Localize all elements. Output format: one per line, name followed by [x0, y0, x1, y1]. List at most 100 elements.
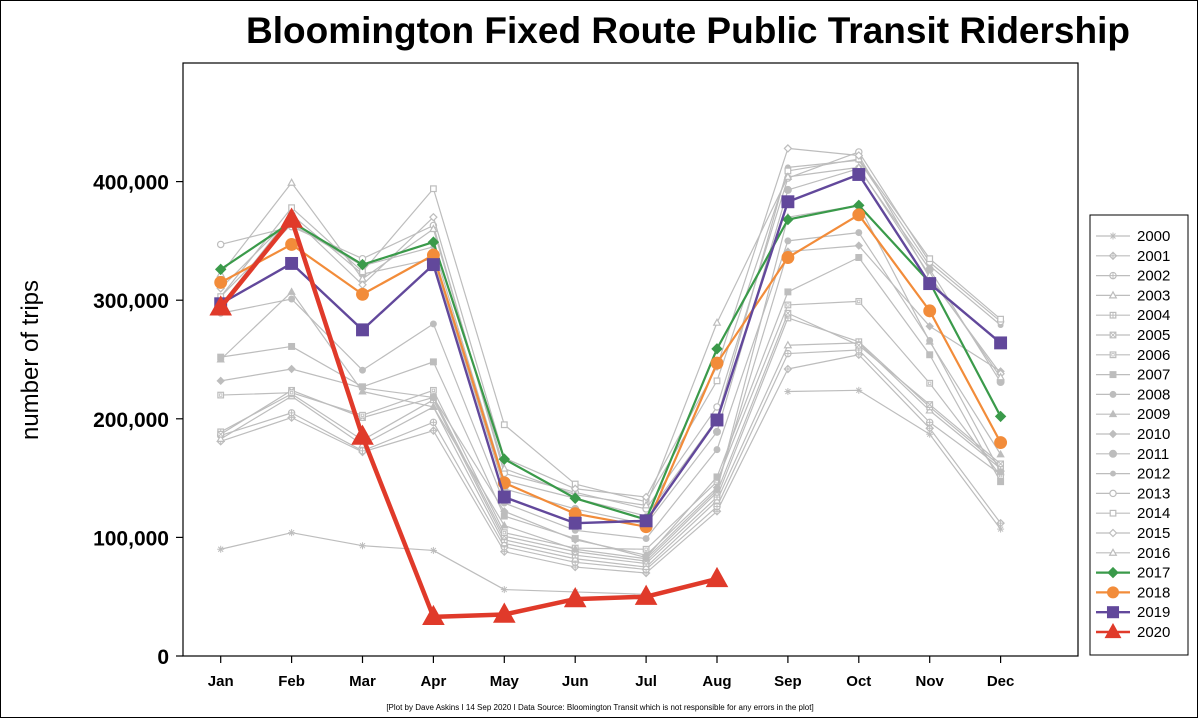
data-point: [923, 304, 937, 318]
data-point: [429, 402, 438, 410]
data-point: [784, 388, 792, 396]
chart-title: Bloomington Fixed Route Public Transit R…: [246, 10, 1130, 51]
x-tick-label: Jul: [635, 673, 657, 690]
legend-label: 2013: [1137, 485, 1170, 502]
series-line: [220, 300, 1002, 550]
data-point: [359, 366, 366, 374]
x-tick-label: Sep: [774, 673, 802, 690]
y-tick-label: 300,000: [93, 290, 169, 313]
data-point: [209, 295, 233, 316]
data-point: [499, 463, 509, 472]
legend-label: 2019: [1137, 604, 1170, 621]
legend-item: 2014: [1096, 505, 1170, 522]
data-point: [217, 391, 225, 399]
series-2001: [216, 350, 1005, 578]
data-point: [359, 411, 366, 419]
plot-border: [182, 62, 1079, 657]
data-point: [1106, 606, 1120, 619]
series-2020: [209, 207, 729, 626]
series-line: [220, 312, 1001, 562]
data-point: [852, 168, 866, 181]
data-point: [217, 545, 225, 553]
data-point: [1109, 311, 1117, 319]
y-axis-label: number of trips: [17, 280, 44, 440]
data-point: [712, 483, 722, 492]
data-point: [571, 558, 579, 567]
data-point: [287, 178, 296, 186]
data-point: [1108, 409, 1118, 418]
legend-item: 2013: [1096, 485, 1170, 502]
data-point: [500, 529, 508, 537]
data-point: [500, 521, 509, 529]
data-point: [855, 297, 863, 305]
legend-label: 2016: [1137, 545, 1170, 562]
data-point: [713, 427, 721, 436]
data-point: [710, 413, 724, 427]
data-point: [712, 318, 722, 326]
legend-label: 2008: [1137, 386, 1170, 403]
data-point: [429, 358, 437, 366]
data-point: [429, 418, 438, 427]
y-tick-label: 0: [157, 646, 169, 669]
data-point: [784, 349, 792, 358]
data-point: [926, 351, 934, 359]
data-point: [359, 542, 366, 550]
data-point: [351, 424, 374, 445]
data-point: [287, 364, 296, 374]
data-point: [356, 287, 369, 301]
data-point: [783, 340, 793, 349]
data-point: [855, 229, 863, 237]
series-line: [220, 166, 1002, 506]
data-point: [568, 516, 582, 530]
legend-item: 2016: [1096, 545, 1170, 562]
data-point: [997, 315, 1004, 323]
data-point: [1108, 429, 1118, 439]
data-point: [926, 255, 934, 263]
data-point: [1107, 566, 1119, 579]
data-point: [500, 586, 508, 594]
series-2010: [216, 241, 1005, 560]
legend-label: 2005: [1137, 327, 1170, 344]
data-point: [855, 254, 863, 261]
data-point: [1109, 449, 1117, 458]
legend-label: 2006: [1137, 347, 1170, 364]
data-point: [994, 410, 1007, 423]
data-point: [713, 502, 721, 511]
data-point: [784, 288, 792, 296]
data-point: [287, 287, 296, 295]
data-point: [784, 237, 792, 245]
x-tick-label: Jan: [208, 673, 234, 690]
series-line: [218, 217, 718, 620]
data-point: [356, 258, 369, 271]
series-line: [220, 231, 1002, 540]
axes: 0 100,000 200,000 300,000 400,000 Jan Feb Mar Ap…: [93, 62, 1079, 690]
data-point: [500, 421, 508, 429]
data-point: [641, 492, 651, 502]
legend-label: 2010: [1137, 426, 1170, 443]
data-point: [923, 277, 937, 291]
data-point: [784, 301, 792, 309]
data-point: [216, 434, 226, 443]
data-point: [996, 372, 1005, 381]
data-point: [713, 403, 721, 411]
data-point: [358, 447, 367, 455]
data-point: [783, 172, 793, 180]
data-point: [997, 460, 1004, 468]
data-point: [571, 544, 580, 553]
data-point: [429, 426, 438, 436]
y-tick-label: 200,000: [93, 409, 169, 432]
series-2013: [216, 148, 1005, 513]
data-point: [1109, 489, 1117, 498]
legend-item: 2018: [1096, 584, 1170, 601]
series-line: [220, 354, 1002, 574]
data-point: [641, 500, 651, 509]
legend-item: 2012: [1096, 466, 1170, 483]
data-point: [429, 393, 438, 402]
data-point: [497, 490, 511, 504]
x-tick-label: Nov: [916, 673, 945, 690]
y-tick-label: 400,000: [93, 172, 169, 195]
series-line: [220, 213, 1002, 528]
data-point: [926, 430, 934, 438]
data-point: [996, 518, 1005, 528]
data-point: [713, 377, 721, 385]
